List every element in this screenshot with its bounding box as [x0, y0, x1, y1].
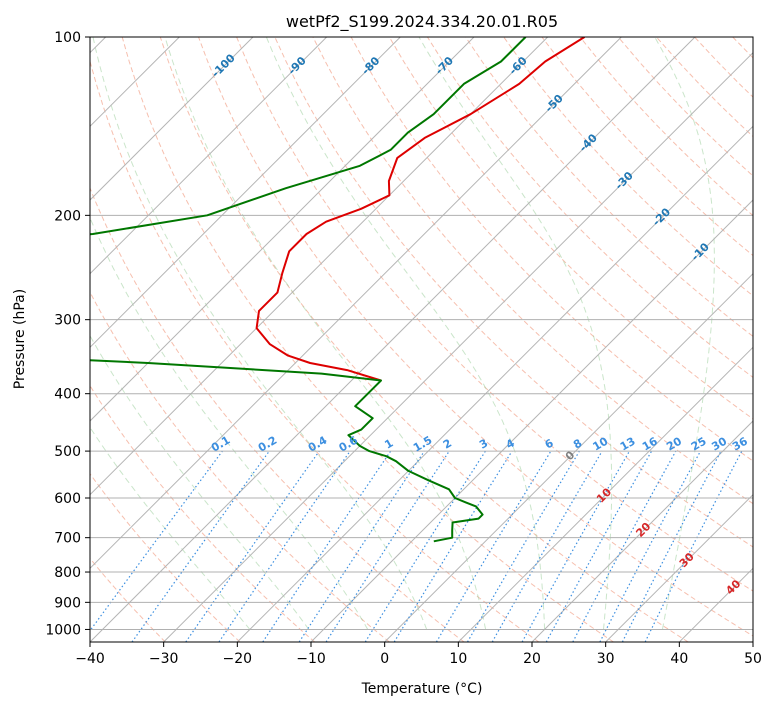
- moist-adiabat-line: [265, 37, 546, 630]
- mixing-ratio-line: [90, 450, 223, 632]
- isotherm-line: [90, 37, 622, 570]
- x-tick-label: 20: [523, 651, 541, 667]
- x-tick-label: −40: [75, 651, 105, 667]
- dewpoint-profile-line: [90, 37, 527, 543]
- mixing-ratio-line: [572, 450, 677, 642]
- moist-adiabat-line: [164, 37, 487, 630]
- x-tick-label: 10: [449, 651, 467, 667]
- y-tick-label: 900: [54, 595, 81, 611]
- dry-adiabat-line: [90, 59, 540, 642]
- background-lines: [90, 37, 753, 642]
- isotherm-line: [605, 493, 753, 642]
- chart-title: wetPf2_S199.2024.334.20.01.R05: [286, 12, 558, 32]
- mixing-ratio-line: [131, 450, 270, 642]
- y-tick-label: 200: [54, 208, 81, 224]
- isotherm-line: [90, 37, 696, 642]
- dry-adiabat-line: [90, 384, 316, 642]
- isotherm-line: [90, 37, 254, 201]
- dry-adiabat-line: [90, 557, 166, 642]
- x-tick-label: 40: [670, 651, 688, 667]
- dry-adiabat-line: [90, 291, 390, 642]
- y-tick-label: 800: [54, 565, 81, 581]
- dry-adiabat-line: [274, 37, 753, 548]
- x-tick-label: −10: [296, 651, 326, 667]
- dry-adiabat-line: [121, 37, 614, 642]
- dry-adiabat-line: [159, 37, 689, 642]
- moist-adiabat-line: [654, 37, 715, 630]
- isotherm-line: [90, 37, 475, 422]
- y-tick-label: 500: [54, 444, 81, 460]
- x-tick-label: −20: [223, 651, 253, 667]
- y-tick-label: 700: [54, 531, 81, 547]
- dry-adiabat-line: [198, 37, 753, 637]
- x-tick-label: 30: [597, 651, 615, 667]
- dry-adiabat-line: [350, 37, 753, 462]
- isotherm-line: [163, 51, 753, 642]
- isotherm-line: [90, 37, 549, 496]
- isotherm-line: [531, 420, 753, 642]
- dry-adiabat-line: [426, 37, 753, 378]
- x-tick-label: 50: [744, 651, 762, 667]
- y-axis-title: Pressure (hPa): [12, 289, 28, 389]
- mixing-ratio-line: [644, 450, 743, 642]
- moist-adiabat-line: [92, 37, 428, 630]
- dry-adiabat-line: [236, 37, 753, 592]
- plot-frame: [89, 36, 754, 643]
- isotherm-line: [384, 272, 753, 642]
- isotherm-line: [310, 199, 753, 642]
- temperature-profile-line: [255, 37, 586, 382]
- x-tick-label: 0: [380, 651, 389, 667]
- moist-adiabat-line: [90, 216, 369, 630]
- y-tick-label: 100: [54, 30, 81, 46]
- mixing-ratio-line: [298, 450, 425, 642]
- mixing-ratio-line: [262, 450, 392, 642]
- mixing-ratio-line: [521, 450, 631, 642]
- dry-adiabat-line: [90, 186, 465, 642]
- y-tick-label: 1000: [45, 622, 81, 638]
- isotherm-line: [90, 37, 328, 275]
- isotherm-line: [90, 37, 401, 349]
- mixing-ratio-line: [545, 450, 653, 642]
- mixing-ratio-line: [218, 450, 351, 642]
- dry-adiabat-line: [90, 472, 241, 642]
- moist-adiabat-line: [90, 334, 310, 630]
- dry-adiabat-line: [503, 37, 753, 297]
- x-axis-title: Temperature (°C): [361, 681, 483, 697]
- y-axis-ticks: 1000 900 800 700 600 500 400 300 200 100: [45, 30, 90, 638]
- mixing-ratio-line: [185, 450, 320, 642]
- isotherm-line: [457, 346, 753, 642]
- mixing-ratio-line: [325, 450, 450, 642]
- moist-adiabat-line: [418, 37, 613, 630]
- moist-adiabat-line: [90, 426, 251, 630]
- mixing-ratio-line: [393, 450, 513, 642]
- isotherm-line: [236, 125, 753, 642]
- y-tick-label: 400: [54, 387, 81, 403]
- x-tick-label: −30: [149, 651, 179, 667]
- y-tick-label: 300: [54, 313, 81, 329]
- data-series: [90, 37, 586, 543]
- y-tick-label: 600: [54, 491, 81, 507]
- x-axis-ticks: −40 −30 −20 −10 0 10 20 30 40 50: [75, 642, 762, 667]
